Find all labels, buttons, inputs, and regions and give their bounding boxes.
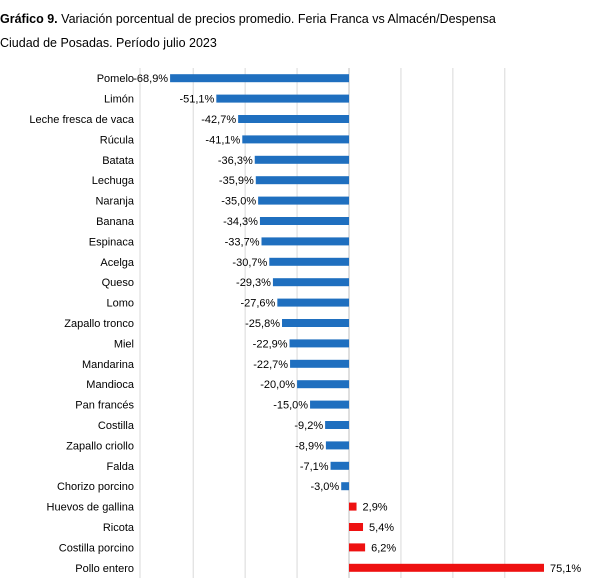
data-label: 75,1% bbox=[550, 563, 581, 575]
category-label: Mandioca bbox=[86, 379, 135, 391]
data-label: -30,7% bbox=[232, 257, 267, 269]
category-label: Limón bbox=[104, 94, 134, 106]
data-label: -20,0% bbox=[260, 379, 295, 391]
data-label: -41,1% bbox=[205, 134, 240, 146]
chart-title-text: Variación porcentual de precios promedio… bbox=[61, 12, 496, 26]
category-label: Acelga bbox=[100, 257, 135, 269]
category-label: Costilla porcino bbox=[59, 542, 134, 554]
category-label: Lomo bbox=[106, 298, 134, 310]
data-label: -8,9% bbox=[295, 440, 324, 452]
data-label: -22,9% bbox=[253, 338, 288, 350]
bar bbox=[325, 421, 349, 429]
data-label: -51,1% bbox=[179, 94, 214, 106]
category-label: Zapallo tronco bbox=[64, 318, 134, 330]
value-labels: -68,9% -51,1% -42,7% -41,1% -36,3% -35,9% -35,… bbox=[133, 73, 581, 575]
category-label: Huevos de gallina bbox=[47, 502, 135, 514]
data-label: 2,9% bbox=[363, 502, 388, 514]
category-label: Pan francés bbox=[75, 400, 134, 412]
bar bbox=[349, 543, 366, 552]
category-label: Miel bbox=[114, 338, 134, 350]
chart-title: Gráfico 9. Variación porcentual de preci… bbox=[0, 12, 609, 26]
category-label: Leche fresca de vaca bbox=[29, 114, 134, 126]
data-label: -15,0% bbox=[273, 400, 308, 412]
bar bbox=[282, 319, 349, 327]
category-label: Pollo entero bbox=[75, 563, 134, 575]
category-label: Falda bbox=[106, 461, 134, 473]
bar bbox=[349, 502, 357, 511]
bar bbox=[238, 115, 349, 123]
data-label: -33,7% bbox=[225, 236, 260, 248]
data-label: -27,6% bbox=[240, 298, 275, 310]
category-label: Queso bbox=[102, 277, 134, 289]
data-label: -3,0% bbox=[310, 481, 339, 493]
bar bbox=[341, 482, 349, 491]
bar bbox=[349, 523, 364, 531]
data-label: 5,4% bbox=[369, 522, 394, 534]
category-label: Chorizo porcino bbox=[57, 481, 134, 493]
data-label: 6,2% bbox=[371, 542, 396, 554]
bar bbox=[170, 74, 349, 83]
data-label: -29,3% bbox=[236, 277, 271, 289]
bar bbox=[259, 217, 349, 225]
bar bbox=[297, 380, 349, 389]
data-label: -22,7% bbox=[253, 359, 288, 371]
data-label: -68,9% bbox=[133, 73, 168, 85]
bars bbox=[170, 74, 544, 572]
category-label: Costilla bbox=[98, 420, 135, 432]
category-label: Lechuga bbox=[92, 175, 135, 187]
category-label: Rúcula bbox=[100, 134, 135, 146]
bar bbox=[349, 563, 544, 572]
data-label: -7,1% bbox=[300, 461, 329, 473]
bar bbox=[255, 176, 349, 185]
chart-title-prefix: Gráfico 9. bbox=[0, 12, 58, 26]
category-label: Mandarina bbox=[82, 359, 135, 371]
bar bbox=[216, 94, 349, 103]
bar bbox=[310, 400, 349, 409]
chart-subtitle: Ciudad de Posadas. Período julio 2023 bbox=[0, 36, 217, 50]
bar bbox=[254, 155, 349, 164]
category-label: Espinaca bbox=[89, 236, 135, 248]
data-label: -35,0% bbox=[221, 196, 256, 208]
category-label: Pomelo bbox=[97, 73, 134, 85]
bar bbox=[272, 278, 349, 287]
data-label: -42,7% bbox=[201, 114, 236, 126]
category-label: Batata bbox=[102, 155, 135, 167]
data-label: -36,3% bbox=[218, 155, 253, 167]
data-label: -34,3% bbox=[223, 216, 258, 228]
category-label: Zapallo criollo bbox=[66, 440, 134, 452]
category-label: Naranja bbox=[95, 196, 134, 208]
bar bbox=[277, 298, 349, 307]
category-labels: Pomelo Limón Leche fresca de vaca Rúcula Bat… bbox=[29, 73, 134, 575]
bar bbox=[330, 461, 349, 470]
bar bbox=[290, 359, 349, 368]
category-label: Ricota bbox=[103, 522, 135, 534]
data-label: -35,9% bbox=[219, 175, 254, 187]
data-label: -25,8% bbox=[245, 318, 280, 330]
data-label: -9,2% bbox=[294, 420, 323, 432]
bar bbox=[269, 257, 349, 266]
category-label: Banana bbox=[96, 216, 135, 228]
bar bbox=[289, 339, 349, 348]
bar bbox=[242, 135, 349, 144]
bar bbox=[261, 237, 349, 246]
bar bbox=[325, 441, 349, 450]
bar bbox=[258, 196, 349, 205]
